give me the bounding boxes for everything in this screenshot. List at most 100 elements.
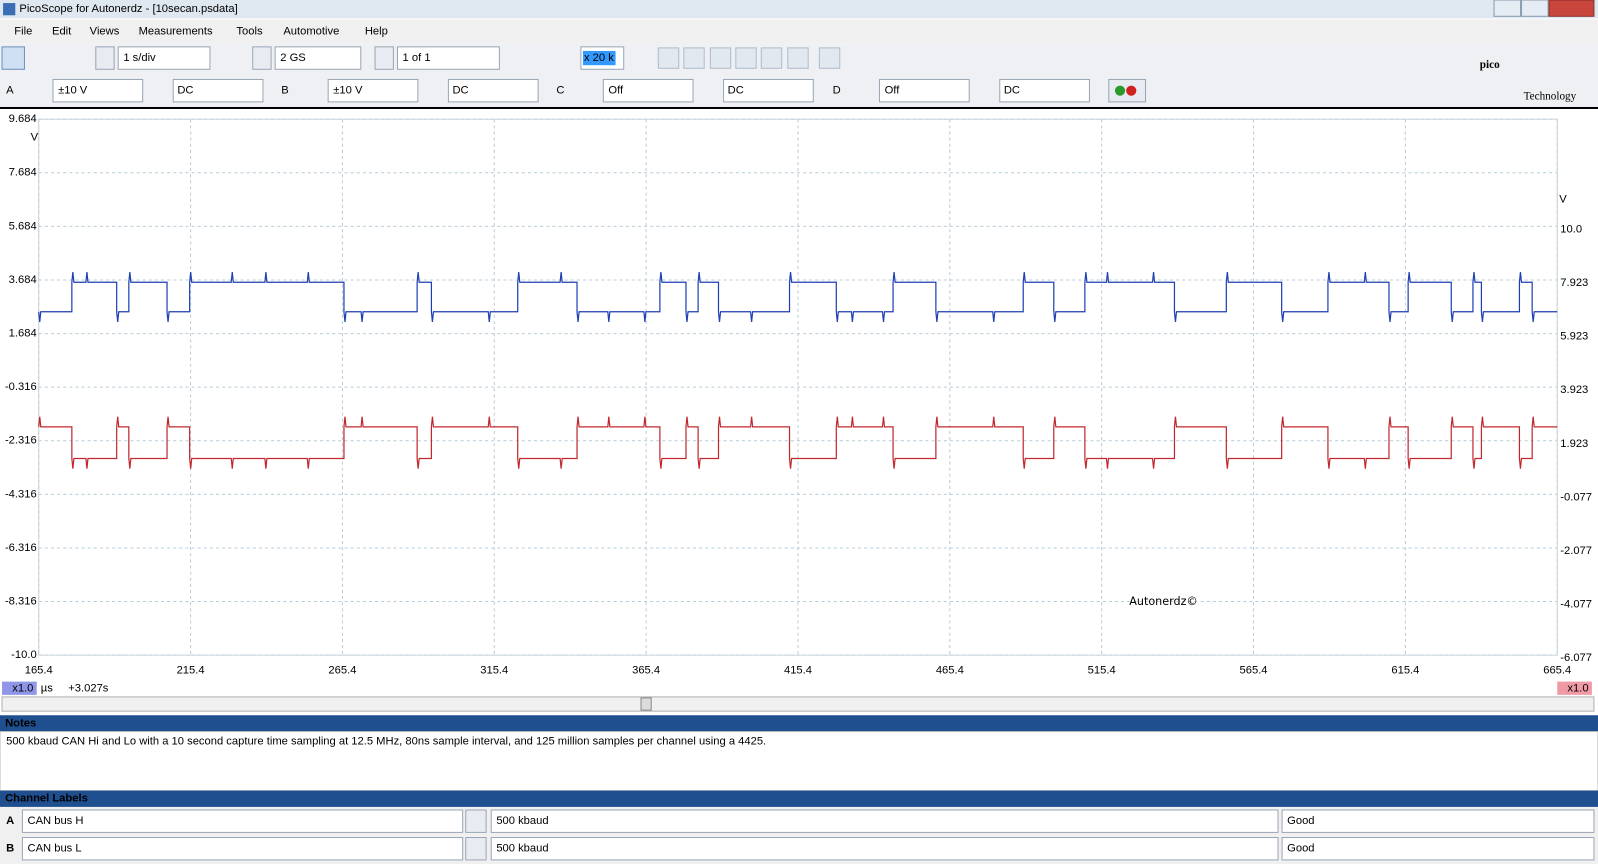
tool-button[interactable] [735,47,757,69]
channel-coupling[interactable] [172,78,264,103]
scope-frame [0,106,1598,110]
channel-range-text[interactable]: Off [608,85,624,97]
channel-range[interactable] [327,78,419,103]
menu-item[interactable]: Edit [52,26,72,38]
channel-coupling-text[interactable]: DC [1004,85,1020,97]
menu-item[interactable]: File [14,26,32,38]
menu-item[interactable]: Views [90,26,120,38]
label-status[interactable]: Good [1287,843,1314,855]
app-icon [3,3,16,16]
watermark: Autonerdz© [1129,595,1198,608]
x-tick-label: 665.4 [1543,664,1571,676]
waveform [38,271,1558,323]
zoom-text[interactable]: x 20 k [584,52,614,64]
left-scale: x1.0 [12,683,33,695]
channel-coupling[interactable] [999,78,1090,103]
samples[interactable] [274,46,362,70]
x-tick-label: 415.4 [784,664,812,676]
menu-item[interactable]: Tools [236,26,263,38]
tool-button[interactable] [760,47,783,69]
channel-range[interactable] [52,78,144,103]
menu-item[interactable]: Automotive [283,26,339,38]
time-offset: +3.027s [68,683,109,695]
right-tick-label: -2.077 [1560,545,1592,557]
label-edit-button[interactable] [465,809,487,833]
left-tick-label: 1.684 [9,328,37,340]
label-baud[interactable]: 500 kbaud [496,843,548,855]
scope-view [0,109,1598,680]
left-tick-label: -2.316 [5,435,37,447]
label-status-box[interactable] [1281,809,1595,833]
right-tick-label: 5.923 [1560,331,1588,343]
channel-coupling-text[interactable]: DC [452,85,468,97]
plot-border [38,118,1558,656]
buffer-left[interactable] [374,46,394,70]
label-baud-box[interactable] [490,837,1279,861]
label-edit-button[interactable] [465,837,487,861]
h-scrollbar[interactable] [1,696,1595,712]
timebase[interactable] [117,46,211,70]
label-name-box[interactable] [21,809,464,833]
notes-title: Notes [5,717,36,729]
channel-coupling[interactable] [447,78,539,103]
channel-range-text[interactable]: ±10 V [58,85,88,97]
logo-name: pico [1480,59,1500,71]
minimize-button[interactable] [1493,0,1522,17]
menu-item[interactable]: Help [365,26,388,38]
right-tick-label: 10.0 [1560,223,1582,235]
channel-letter[interactable]: B [281,85,288,97]
zoom-highlight [582,50,616,66]
tool-button[interactable] [709,47,732,69]
channel-range[interactable] [879,78,970,103]
tool-button[interactable] [787,47,809,69]
close-button[interactable] [1548,0,1595,17]
x-tick-label: 265.4 [328,664,356,676]
label-baud-box[interactable] [490,809,1279,833]
samples-text[interactable]: 2 GS [280,52,306,64]
timebase-left[interactable] [95,46,115,70]
timebase-text[interactable]: 1 s/div [123,52,156,64]
right-tick-label: 1.923 [1560,438,1588,450]
tool-button[interactable] [683,47,705,69]
waveform [38,416,1558,469]
label-name-box[interactable] [21,837,464,861]
right-tick-label: 3.923 [1560,384,1588,396]
notes-body [0,731,1598,792]
buffer-text[interactable]: 1 of 1 [403,52,431,64]
channel-coupling-text[interactable]: DC [177,85,193,97]
label-name[interactable]: CAN bus L [28,843,82,855]
label-channel: B [6,843,14,855]
label-channel: A [6,815,14,827]
scope-mode-button[interactable] [1,46,25,70]
x-tick-label: 465.4 [936,664,964,676]
left-tick-label: -10.0 [11,649,37,661]
maximize-button[interactable] [1521,0,1549,17]
tool-button[interactable] [657,47,680,69]
channel-letter[interactable]: D [833,85,841,97]
channel-coupling[interactable] [723,78,814,103]
tool-button[interactable] [818,47,841,69]
channel-letter[interactable]: C [556,85,564,97]
label-status-box[interactable] [1281,837,1595,861]
channel-letter[interactable]: A [6,85,14,97]
labels-header [0,790,1598,807]
label-baud[interactable]: 500 kbaud [496,815,548,827]
led-red [1126,85,1137,96]
menu-item[interactable]: Measurements [139,26,213,38]
x-tick-label: 565.4 [1240,664,1268,676]
channel-range[interactable] [602,78,694,103]
label-name[interactable]: CAN bus H [28,815,84,827]
right-tick-label: -0.077 [1560,491,1592,503]
channel-range-text[interactable]: ±10 V [333,85,363,97]
x-tick-label: 315.4 [480,664,508,676]
left-tick-label: 5.684 [9,220,37,232]
buffer[interactable] [396,46,500,70]
channel-range-text[interactable]: Off [885,85,901,97]
channel-coupling-text[interactable]: DC [728,85,744,97]
label-status[interactable]: Good [1287,815,1314,827]
h-scroll-thumb[interactable] [640,697,652,711]
samples-left[interactable] [252,46,272,70]
left-scale-box [2,681,37,695]
x-tick-label: 165.4 [25,664,53,676]
left-tick-label: 3.684 [9,274,37,286]
